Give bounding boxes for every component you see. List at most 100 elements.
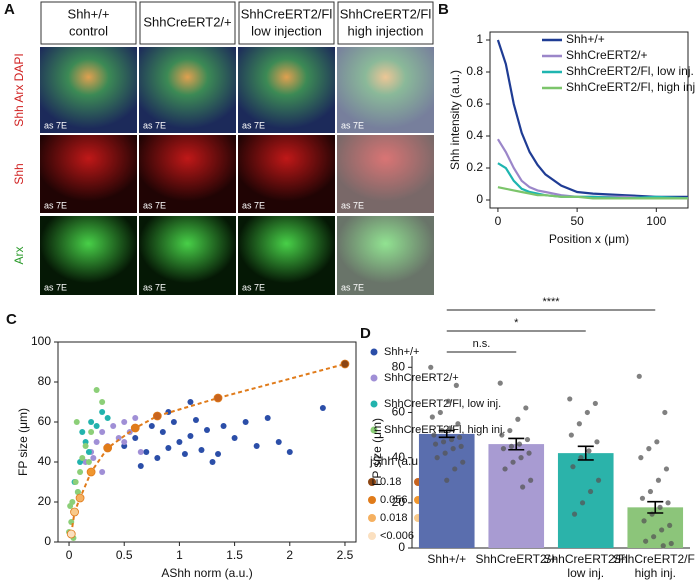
x-tick-label: 0.5: [116, 548, 133, 562]
scatter-point: [132, 435, 139, 441]
column-header-box: [40, 1, 137, 45]
row-label: Arx: [12, 247, 26, 265]
x-tick-label: low inj.: [567, 566, 604, 580]
legend-label: ShhCreERT2/Fl, low inj.: [566, 64, 694, 78]
scatter-point: [93, 423, 100, 429]
x-tick-label: Shh+/+: [427, 552, 466, 566]
scatter-point: [137, 449, 144, 455]
legend-label: Shh+/+: [384, 346, 419, 358]
scatter-point: [77, 469, 84, 475]
scatter-point: [121, 439, 128, 445]
scatter-point: [104, 415, 111, 421]
micrograph: [139, 135, 236, 213]
data-point: [456, 434, 463, 440]
y-tick-label: 40: [38, 454, 52, 468]
line: [496, 138, 688, 200]
y-tick-label: 0.4: [466, 128, 483, 142]
micrograph: [40, 216, 137, 295]
data-point: [641, 518, 647, 524]
scatter-point: [253, 443, 260, 449]
legend-marker: [370, 374, 378, 382]
data-point: [450, 446, 456, 452]
scatter-point: [181, 451, 188, 457]
y-tick-label: 60: [392, 405, 406, 419]
scatter-point: [264, 415, 271, 421]
error-bar: [577, 445, 594, 461]
data-point: [432, 441, 439, 447]
data-point: [595, 477, 602, 483]
legend-label: ShhCreERT2/Fl, low inj.: [384, 398, 501, 410]
data-point: [592, 400, 598, 407]
y-tick-label: 0: [398, 540, 405, 554]
fit-point: [130, 423, 140, 433]
color-legend-title: jShh (a.u./s): [369, 454, 435, 468]
data-point: [636, 373, 642, 379]
data-point: [444, 477, 450, 483]
legend-label: ShhCreERT2/+: [384, 372, 459, 384]
x-tick-label: 0: [66, 548, 73, 562]
color-legend-label: <0.006: [380, 530, 414, 542]
data-point: [578, 455, 584, 461]
micrograph: [40, 47, 137, 133]
scatter-point: [154, 455, 161, 461]
data-point: [455, 421, 461, 427]
column-header: ShhCreERT2/Fl: [241, 6, 333, 21]
fit-point: [213, 393, 223, 403]
x-axis-label: Position x (μm): [549, 232, 629, 246]
data-point: [643, 538, 649, 544]
micrograph: [40, 135, 137, 213]
x-tick-label: 100: [646, 214, 666, 228]
data-point: [500, 446, 507, 452]
scatter-point: [99, 469, 106, 475]
image-note: as 7E: [143, 200, 166, 210]
scatter-point: [192, 417, 199, 423]
legend-marker: [370, 400, 378, 408]
color-legend-marker: [368, 532, 376, 540]
scatter-point: [79, 429, 86, 435]
scatter-point: [99, 399, 106, 405]
data-point: [445, 398, 451, 404]
data-point: [655, 477, 662, 483]
color-legend-marker: [368, 514, 376, 522]
scatter-point: [85, 449, 92, 455]
fit-point: [152, 411, 162, 421]
data-point: [497, 380, 503, 386]
data-point: [440, 439, 447, 445]
scatter-point: [170, 419, 177, 425]
data-point: [659, 527, 665, 533]
data-point: [568, 432, 574, 438]
x-tick-label: 50: [570, 214, 584, 228]
micrograph: [337, 216, 434, 295]
y-axis-label: FP size (μm): [16, 408, 30, 476]
significance-label: *: [514, 317, 519, 329]
significance-label: n.s.: [473, 338, 491, 350]
y-tick-label: 1: [476, 32, 483, 46]
x-axis-label: AShh norm (a.u.): [161, 566, 252, 580]
image-note: as 7E: [341, 200, 364, 210]
legend-label: ShhCreERT2/+: [566, 48, 648, 62]
image-note: as 7E: [44, 120, 67, 130]
significance-label: ****: [542, 296, 560, 308]
bar: [627, 507, 684, 548]
data-point: [657, 504, 663, 510]
x-tick-label: ShhCreERT2/+: [476, 552, 558, 566]
y-tick-label: 60: [38, 414, 52, 428]
column-header: Shh+/+: [68, 6, 110, 21]
scatter-point: [137, 463, 144, 469]
data-point: [429, 414, 435, 420]
x-tick-label: 2: [286, 548, 293, 562]
plot-frame: [57, 341, 357, 543]
data-point: [663, 466, 670, 472]
data-point: [660, 543, 666, 549]
scatter-point: [148, 423, 155, 429]
scatter-point: [319, 405, 326, 411]
data-point: [668, 540, 674, 547]
column-header: ShhCreERT2/+: [143, 14, 231, 29]
x-tick-label: ShhCreERT2/Fl: [544, 552, 628, 566]
scatter-point: [67, 503, 74, 509]
scatter-point: [72, 479, 79, 485]
row-label: Shh Arx DAPI: [12, 53, 26, 126]
y-tick-label: 0.8: [466, 64, 483, 78]
scatter-point: [275, 439, 282, 445]
y-tick-label: 20: [392, 495, 406, 509]
